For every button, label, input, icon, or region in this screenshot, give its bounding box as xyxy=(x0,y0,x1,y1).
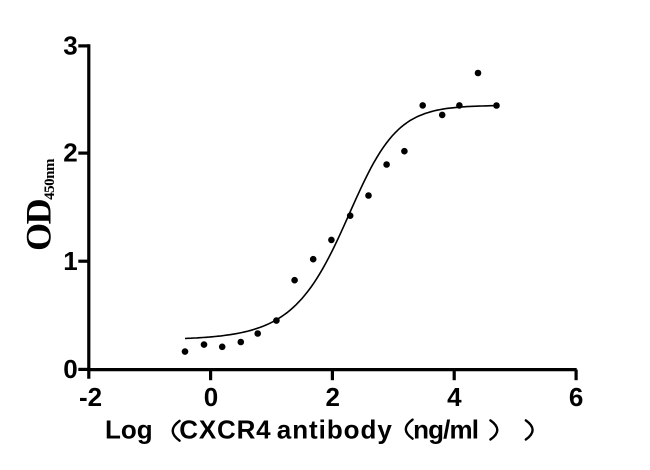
svg-text:OD450nm: OD450nm xyxy=(18,158,58,251)
svg-text:6: 6 xyxy=(569,382,583,412)
svg-text:3: 3 xyxy=(63,31,77,61)
svg-text:-2: -2 xyxy=(79,382,102,412)
svg-text:CXCR4: CXCR4 xyxy=(179,414,271,444)
svg-text:1: 1 xyxy=(63,246,77,276)
svg-text:ng/ml: ng/ml xyxy=(413,414,478,444)
svg-text:Log: Log xyxy=(105,414,153,444)
svg-text:0: 0 xyxy=(204,382,218,412)
svg-text:0: 0 xyxy=(63,354,77,384)
svg-text:2: 2 xyxy=(325,382,339,412)
svg-text:4: 4 xyxy=(447,382,462,412)
svg-text:antibody: antibody xyxy=(277,414,393,444)
svg-text:2: 2 xyxy=(63,138,77,168)
